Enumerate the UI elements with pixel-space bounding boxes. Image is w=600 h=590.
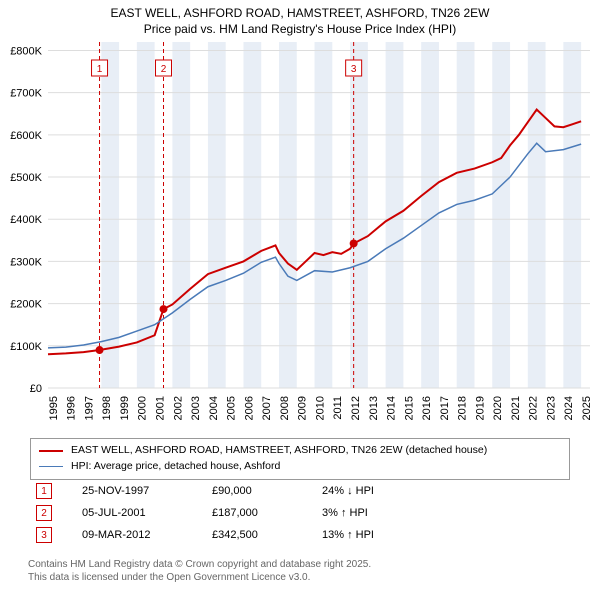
legend: EAST WELL, ASHFORD ROAD, HAMSTREET, ASHF… — [30, 438, 570, 480]
svg-text:2008: 2008 — [279, 396, 291, 420]
svg-text:2009: 2009 — [297, 396, 309, 420]
marker-price: £342,500 — [212, 529, 292, 541]
svg-text:2011: 2011 — [332, 396, 344, 420]
svg-text:2021: 2021 — [510, 396, 522, 420]
svg-text:2013: 2013 — [368, 396, 380, 420]
footer-line-1: Contains HM Land Registry data © Crown c… — [28, 558, 371, 571]
svg-text:2000: 2000 — [137, 396, 149, 420]
svg-text:£100K: £100K — [10, 341, 42, 353]
svg-text:£300K: £300K — [10, 256, 42, 268]
marker-date: 25-NOV-1997 — [82, 485, 182, 497]
svg-text:2022: 2022 — [528, 396, 540, 420]
svg-text:£400K: £400K — [10, 214, 42, 226]
svg-text:1995: 1995 — [48, 396, 60, 420]
svg-text:£500K: £500K — [10, 172, 42, 184]
marker-row: 3 09-MAR-2012 £342,500 13% ↑ HPI — [30, 524, 570, 546]
svg-text:2002: 2002 — [172, 396, 184, 420]
svg-text:2005: 2005 — [226, 396, 238, 420]
title-line-2: Price paid vs. HM Land Registry's House … — [10, 22, 590, 38]
legend-label: HPI: Average price, detached house, Ashf… — [71, 459, 280, 475]
marker-price: £90,000 — [212, 485, 292, 497]
svg-text:1997: 1997 — [83, 396, 95, 420]
svg-text:2006: 2006 — [243, 396, 255, 420]
svg-text:£800K: £800K — [10, 45, 42, 57]
marker-row: 1 25-NOV-1997 £90,000 24% ↓ HPI — [30, 480, 570, 502]
svg-text:2004: 2004 — [208, 396, 220, 420]
title-line-1: EAST WELL, ASHFORD ROAD, HAMSTREET, ASHF… — [10, 6, 590, 22]
marker-diff: 3% ↑ HPI — [322, 507, 422, 519]
svg-text:2007: 2007 — [261, 396, 273, 420]
svg-text:£0: £0 — [30, 383, 42, 395]
svg-text:2014: 2014 — [386, 396, 398, 420]
legend-row: EAST WELL, ASHFORD ROAD, HAMSTREET, ASHF… — [39, 443, 561, 459]
price-chart: £0 £100K £200K £300K £400K £500K £600K £700K £80… — [0, 38, 600, 430]
svg-text:2024: 2024 — [563, 396, 575, 420]
svg-text:1: 1 — [97, 64, 103, 75]
marker-row: 2 05-JUL-2001 £187,000 3% ↑ HPI — [30, 502, 570, 524]
svg-text:1996: 1996 — [66, 396, 78, 420]
marker-date: 09-MAR-2012 — [82, 529, 182, 541]
svg-text:2023: 2023 — [545, 396, 557, 420]
marker-badge: 2 — [36, 505, 52, 521]
svg-text:2010: 2010 — [314, 396, 326, 420]
svg-text:1999: 1999 — [119, 396, 131, 420]
marker-badge: 3 — [36, 527, 52, 543]
svg-text:2018: 2018 — [457, 396, 469, 420]
legend-row: HPI: Average price, detached house, Ashf… — [39, 459, 561, 475]
svg-text:2020: 2020 — [492, 396, 504, 420]
legend-swatch — [39, 450, 63, 452]
svg-text:2003: 2003 — [190, 396, 202, 420]
marker-badge: 1 — [36, 483, 52, 499]
svg-text:£200K: £200K — [10, 299, 42, 311]
svg-text:2015: 2015 — [403, 396, 415, 420]
marker-diff: 24% ↓ HPI — [322, 485, 422, 497]
marker-table: 1 25-NOV-1997 £90,000 24% ↓ HPI 2 05-JUL-2001… — [30, 480, 570, 546]
svg-text:2017: 2017 — [439, 396, 451, 420]
svg-text:£600K: £600K — [10, 130, 42, 142]
svg-text:1998: 1998 — [101, 396, 113, 420]
svg-text:2012: 2012 — [350, 396, 362, 420]
footer-line-2: This data is licensed under the Open Gov… — [28, 571, 371, 584]
marker-price: £187,000 — [212, 507, 292, 519]
footer-attribution: Contains HM Land Registry data © Crown c… — [28, 558, 371, 584]
svg-text:2: 2 — [161, 64, 167, 75]
svg-text:2001: 2001 — [155, 396, 167, 420]
svg-text:3: 3 — [351, 64, 357, 75]
legend-label: EAST WELL, ASHFORD ROAD, HAMSTREET, ASHF… — [71, 443, 487, 459]
marker-diff: 13% ↑ HPI — [322, 529, 422, 541]
marker-date: 05-JUL-2001 — [82, 507, 182, 519]
chart-title: EAST WELL, ASHFORD ROAD, HAMSTREET, ASHF… — [0, 0, 600, 39]
svg-text:2025: 2025 — [581, 396, 593, 420]
legend-swatch — [39, 466, 63, 467]
svg-text:£700K: £700K — [10, 88, 42, 100]
svg-text:2019: 2019 — [474, 396, 486, 420]
svg-text:2016: 2016 — [421, 396, 433, 420]
